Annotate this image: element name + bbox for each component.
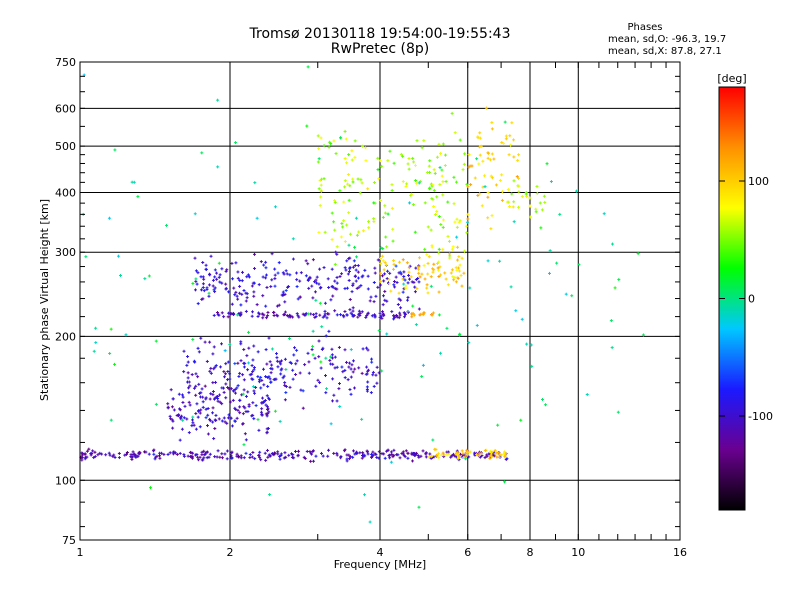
colorbar-tick-label: 100	[748, 175, 769, 188]
colorbar-label: [deg]	[717, 72, 746, 85]
y-tick-label: 100	[55, 474, 76, 487]
x-tick-label: 4	[377, 546, 384, 559]
y-axis-label: Stationary phase Virtual Height [km]	[38, 199, 51, 401]
chart-title: Tromsø 20130118 19:54:00-19:55:43	[249, 26, 511, 42]
colorbar-tick-label: -100	[748, 410, 773, 423]
y-tick-label: 400	[55, 186, 76, 199]
plot-area	[79, 61, 681, 541]
legend-line-x: mean, sd,X: 87.8, 27.1	[608, 46, 722, 57]
y-tick-label: 300	[55, 246, 76, 259]
x-tick-label: 1	[77, 546, 84, 559]
x-tick-label: 6	[464, 546, 471, 559]
y-tick-label: 750	[55, 56, 76, 69]
colorbar-ticks: 100 0 -100	[719, 175, 773, 423]
legend-line-o: mean, sd,O: -96.3, 19.7	[608, 34, 726, 45]
y-tick-label: 600	[55, 102, 76, 115]
y-tick-label: 500	[55, 140, 76, 153]
axes: 1 2 4 6 8 10 16 75 100 200 300 400 500 600 750	[55, 56, 687, 559]
y-tick-label: 75	[62, 534, 76, 547]
x-tick-label: 2	[227, 546, 234, 559]
legend-title: Phases	[627, 22, 662, 33]
colorbar-tick-label: 0	[748, 293, 755, 306]
y-tick-label: 200	[55, 330, 76, 343]
colorbar: [deg] 100 0 -100	[717, 72, 773, 511]
x-tick-label: 10	[571, 546, 585, 559]
scatter-points	[79, 65, 645, 524]
chart-subtitle: RwPretec (8p)	[331, 41, 429, 57]
x-tick-label: 8	[527, 546, 534, 559]
x-tick-label: 16	[673, 546, 687, 559]
x-axis-label: Frequency [MHz]	[334, 558, 426, 571]
